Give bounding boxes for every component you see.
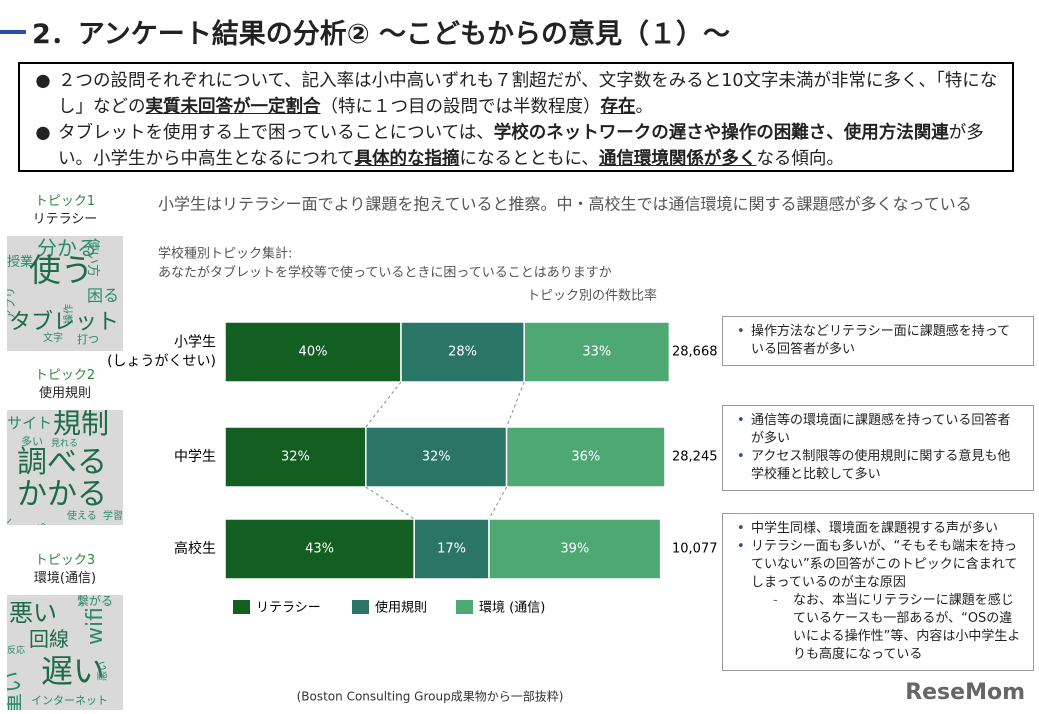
text-run: 。 [635, 97, 654, 117]
slide-title: 2．アンケート結果の分析② ～こどもからの意見（１）～ [32, 19, 730, 50]
bar-segment [400, 321, 525, 383]
word: タブレット [9, 310, 120, 335]
axis-label: トピック別の件数比率 [527, 288, 657, 304]
value-label: 32% [281, 450, 310, 465]
bullet-text: ２つの設問それぞれについて、記入率は小中高いずれも７割超だが、文字数をみると10… [58, 68, 1004, 120]
text-run: ２つの設問それぞれについて、記入率は小中高いずれも７割超だが、文字数をみると10… [58, 71, 998, 117]
text-run: 通信環境関係が多く [598, 149, 757, 169]
word: サイト [7, 414, 53, 432]
word: 文字 [43, 333, 63, 344]
note-item: リテラシー面も多いが、“そもそも端末を持っていない”系の回答がこのトピックに含ま… [731, 538, 1023, 592]
word-cloud: 悪い繋がる回線wifi反応遅い重いインターネット悪い [7, 595, 123, 710]
text-run: 実質未回答が一定割合 [145, 97, 321, 117]
topic-label: トピック1 [34, 194, 96, 209]
bar-segment [505, 426, 666, 488]
word: 反応 [7, 646, 26, 656]
note-item: 通信等の環境面に課題感を持っている回答者が多い [731, 412, 1023, 448]
word: 見れる [51, 439, 79, 449]
word: 学習 [103, 511, 123, 522]
topic-name: リテラシー [32, 212, 98, 227]
legend-swatch [233, 600, 250, 614]
text-run: （特に１つ目の設問では半数程度） [320, 97, 601, 117]
value-label: 33% [582, 345, 611, 360]
word: 授業 [7, 255, 34, 270]
note-item: 中学生同様、環境面を課題視する声が多い [731, 520, 1023, 538]
word: 打つ [77, 333, 99, 346]
word: 調べる [17, 445, 107, 480]
topic-name: 使用規則 [38, 386, 91, 401]
value-label: 43% [305, 542, 334, 557]
value-label: 40% [299, 345, 328, 360]
word: 分かる [37, 236, 97, 260]
connector [488, 486, 508, 520]
text-run: が多い。小学生から中高生となるにつれて [58, 123, 984, 169]
bullet: ２つの設問それぞれについて、記入率は小中高いずれも７割超だが、文字数をみると10… [28, 68, 1004, 120]
note-item: 操作方法などリテラシー面に課題感を持っている回答者が多い [731, 323, 1023, 359]
legend-label: 使用規則 [375, 600, 427, 616]
note-item: なお、本当にリテラシーに課題を感じているケースも一部あるが、“OSの違いによる操… [731, 592, 1023, 664]
chart-title: 小学生はリテラシー面でより課題を抱えていると推察。中・高校生では通信環境に関する… [158, 195, 972, 214]
bar-segment [365, 426, 508, 488]
connector [365, 381, 402, 428]
category-label: 高校生 [174, 540, 216, 557]
connector [365, 486, 415, 520]
bar-segment [488, 518, 662, 580]
category-label: 小学生(しょうがくせい) [107, 335, 216, 370]
bar-segment [224, 518, 415, 580]
word: かかる [17, 477, 107, 512]
word: 多い [21, 435, 43, 448]
word: 遅い [41, 652, 106, 690]
legend-label: 環境 (通信) [479, 601, 545, 616]
value-label: 28% [448, 345, 477, 360]
value-label: 32% [422, 450, 451, 465]
bar-segment [523, 321, 671, 383]
note-box: 操作方法などリテラシー面に課題感を持っている回答者が多い [722, 316, 1034, 366]
word-cloud: 分かる 使い方 授業 使う アプリ 操作 困る タブレット 文字 打つ [7, 236, 123, 351]
source: (Boston Consulting Group成果物から一部抜粋) [297, 689, 564, 704]
topic-label: トピック3 [34, 553, 96, 568]
word-cloud: サイト規制多い見れる調べるかかる開く見る使える学習 [7, 410, 123, 525]
count-label: 10,077 [672, 542, 718, 557]
text-run: 具体的な指摘 [354, 149, 460, 169]
word: 悪い [9, 599, 57, 627]
text-run: になるとともに、 [459, 149, 599, 169]
watermark: ReseMom [905, 680, 1025, 705]
value-label: 36% [571, 450, 600, 465]
summary-box: ２つの設問それぞれについて、記入率は小中高いずれも７割超だが、文字数をみると10… [18, 62, 1014, 172]
word: 使う [29, 251, 94, 289]
chart-subtitle: あなたがタブレットを学校等で使っているときに困っていることはありますか [158, 265, 612, 281]
value-label: 17% [437, 542, 466, 557]
legend-swatch [456, 600, 473, 614]
text-run: 学校のネットワークの遅さや操作の困難さ、使用方法関連 [493, 123, 949, 143]
note-item: アクセス制限等の使用規則に関する意見も他学校種と比較して多い [731, 448, 1023, 484]
topic-label: トピック2 [34, 368, 96, 383]
count-label: 28,245 [672, 450, 718, 465]
connector [506, 381, 525, 428]
word: 繋がる [77, 595, 114, 608]
title-accent [0, 30, 26, 34]
word: インターネット [31, 694, 108, 707]
count-label: 28,668 [672, 345, 718, 360]
text-run: なる傾向。 [756, 149, 844, 169]
chart-subtitle: 学校種別トピック集計: [158, 246, 292, 262]
word: 規制 [53, 410, 110, 440]
bullet: タブレットを使用する上で困っていることについては、学校のネットワークの遅さや操作… [28, 120, 1004, 172]
bar-segment [224, 321, 402, 383]
legend-label: リテラシー [256, 601, 321, 616]
bar-segment [224, 426, 367, 488]
category-label: 中学生 [174, 449, 216, 465]
topic-name: 環境(通信) [33, 571, 97, 586]
value-label: 39% [560, 542, 589, 557]
word: 使える [67, 511, 97, 522]
text-run: タブレットを使用する上で困っていることについては、 [58, 123, 494, 143]
legend-swatch [352, 600, 369, 614]
bullet-text: タブレットを使用する上で困っていることについては、学校のネットワークの遅さや操作… [58, 120, 1004, 172]
word: 回線 [29, 627, 69, 651]
note-box: 中学生同様、環境面を課題視する声が多いリテラシー面も多いが、“そもそも端末を持っ… [722, 513, 1034, 671]
text-run: 存在 [600, 97, 636, 117]
word: 困る [87, 286, 120, 305]
note-box: 通信等の環境面に課題感を持っている回答者が多いアクセス制限等の使用規則に関する意… [722, 405, 1034, 491]
